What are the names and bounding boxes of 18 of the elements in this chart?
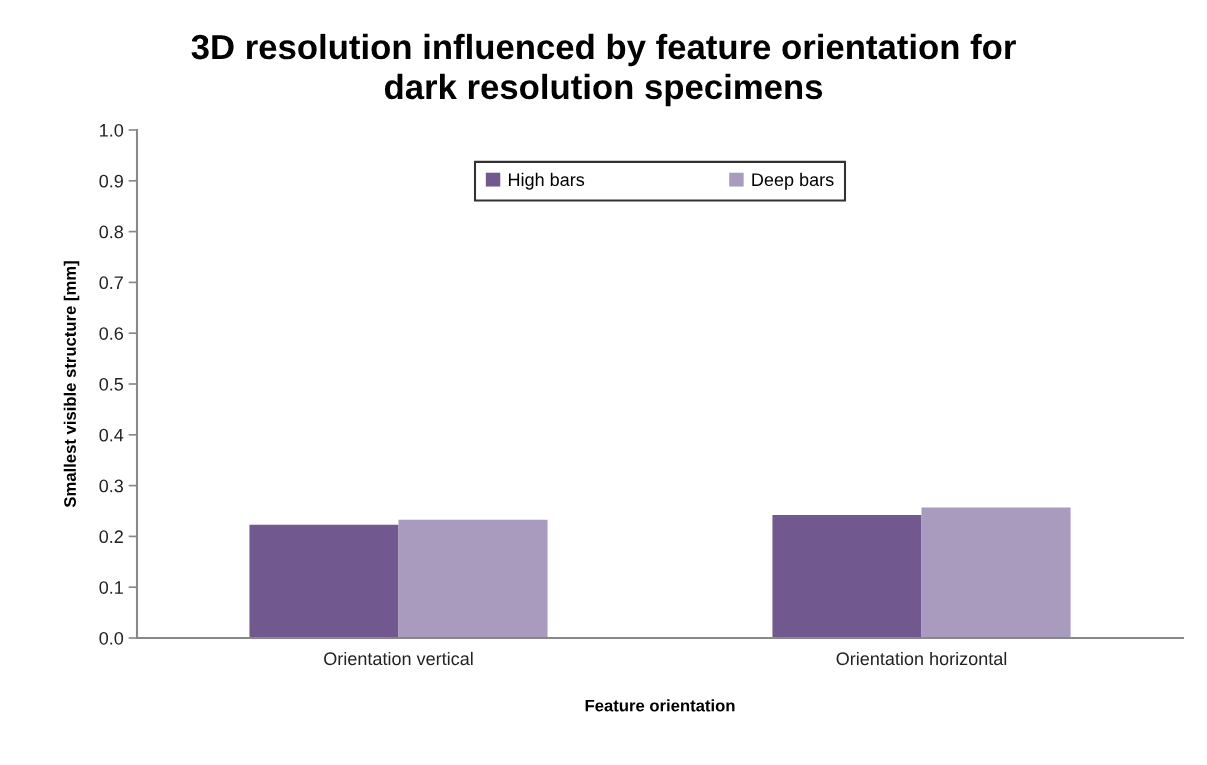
x-tick-label: Orientation horizontal [836,651,1007,666]
x-axis-title: Feature orientation [585,699,735,712]
legend-label: High bars [508,172,585,190]
y-tick-label: 0.0 [99,631,124,645]
chart-title: 3D resolution influenced by feature orientation for dark resolution specimens [191,33,1016,107]
y-tick-label: 0.5 [99,377,124,391]
legend-label: Deep bars [752,172,834,190]
y-tick-label: 0.7 [99,276,123,290]
y-tick-label: 0.9 [99,174,123,188]
y-tick-label: 1.0 [100,123,124,137]
y-axis-title: Smallest visible structure [mm] [63,261,80,508]
y-tick-label: 0.4 [99,428,124,442]
y-tick-label: 0.2 [99,530,123,544]
y-tick-label: 0.6 [99,327,124,340]
y-tick-label: 0.1 [99,581,123,594]
x-tick-label: Orientation vertical [324,651,473,666]
y-tick-label: 0.3 [99,479,124,493]
y-tick-label: 0.8 [99,225,124,239]
